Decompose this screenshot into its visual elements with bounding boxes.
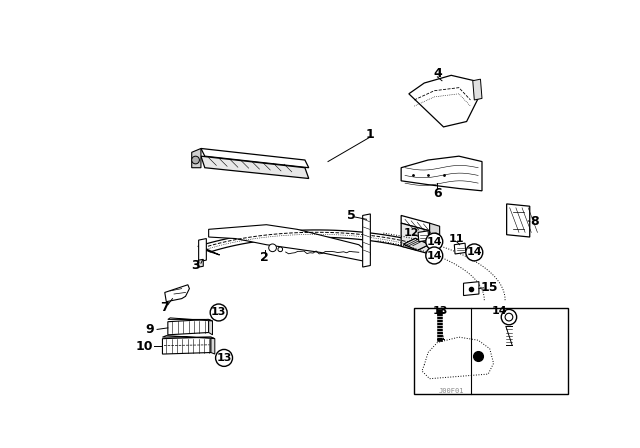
Polygon shape: [463, 282, 479, 296]
Polygon shape: [409, 75, 478, 127]
Circle shape: [432, 233, 440, 241]
Text: 9: 9: [145, 323, 154, 336]
Polygon shape: [401, 156, 482, 191]
Circle shape: [216, 349, 232, 366]
Polygon shape: [164, 285, 189, 302]
Text: J00F01: J00F01: [438, 388, 464, 394]
Polygon shape: [209, 225, 371, 262]
Polygon shape: [211, 337, 215, 354]
Circle shape: [501, 310, 516, 325]
Text: 11: 11: [449, 234, 465, 244]
Circle shape: [466, 244, 483, 261]
Text: 14: 14: [492, 306, 508, 316]
Polygon shape: [507, 204, 530, 237]
Text: 6: 6: [433, 187, 442, 200]
Text: 13: 13: [433, 306, 448, 316]
Polygon shape: [198, 259, 204, 267]
Text: 14: 14: [426, 250, 442, 260]
Circle shape: [192, 156, 200, 164]
Text: 8: 8: [530, 215, 539, 228]
Polygon shape: [192, 148, 201, 168]
Polygon shape: [209, 319, 212, 335]
Text: 10: 10: [136, 340, 154, 353]
Polygon shape: [418, 231, 429, 241]
Circle shape: [269, 244, 276, 252]
Text: 1: 1: [366, 128, 375, 141]
Circle shape: [426, 247, 443, 264]
Text: 3: 3: [191, 259, 200, 272]
Polygon shape: [401, 215, 429, 231]
Polygon shape: [198, 246, 220, 255]
Polygon shape: [404, 238, 429, 250]
Polygon shape: [168, 318, 212, 321]
Text: 2: 2: [260, 251, 269, 264]
Polygon shape: [404, 238, 429, 250]
Text: 7: 7: [161, 302, 169, 314]
Circle shape: [210, 304, 227, 321]
Polygon shape: [429, 223, 440, 250]
Text: 12: 12: [403, 228, 419, 238]
FancyBboxPatch shape: [414, 308, 568, 394]
Text: 14: 14: [467, 247, 482, 258]
Text: 14: 14: [426, 237, 442, 247]
Polygon shape: [168, 319, 209, 335]
Circle shape: [278, 247, 283, 252]
Text: 13: 13: [211, 307, 227, 318]
Polygon shape: [198, 230, 429, 252]
Polygon shape: [401, 223, 429, 254]
Polygon shape: [163, 337, 211, 354]
Polygon shape: [201, 148, 308, 168]
Polygon shape: [454, 243, 466, 254]
Polygon shape: [198, 238, 206, 262]
Text: 5: 5: [347, 209, 355, 222]
Text: 4: 4: [433, 67, 442, 80]
Circle shape: [505, 313, 513, 321]
Text: 15: 15: [481, 280, 499, 293]
Text: 13: 13: [216, 353, 232, 363]
Polygon shape: [163, 336, 215, 339]
Polygon shape: [473, 79, 482, 100]
Polygon shape: [363, 214, 371, 267]
Circle shape: [426, 233, 443, 250]
Polygon shape: [201, 156, 308, 178]
